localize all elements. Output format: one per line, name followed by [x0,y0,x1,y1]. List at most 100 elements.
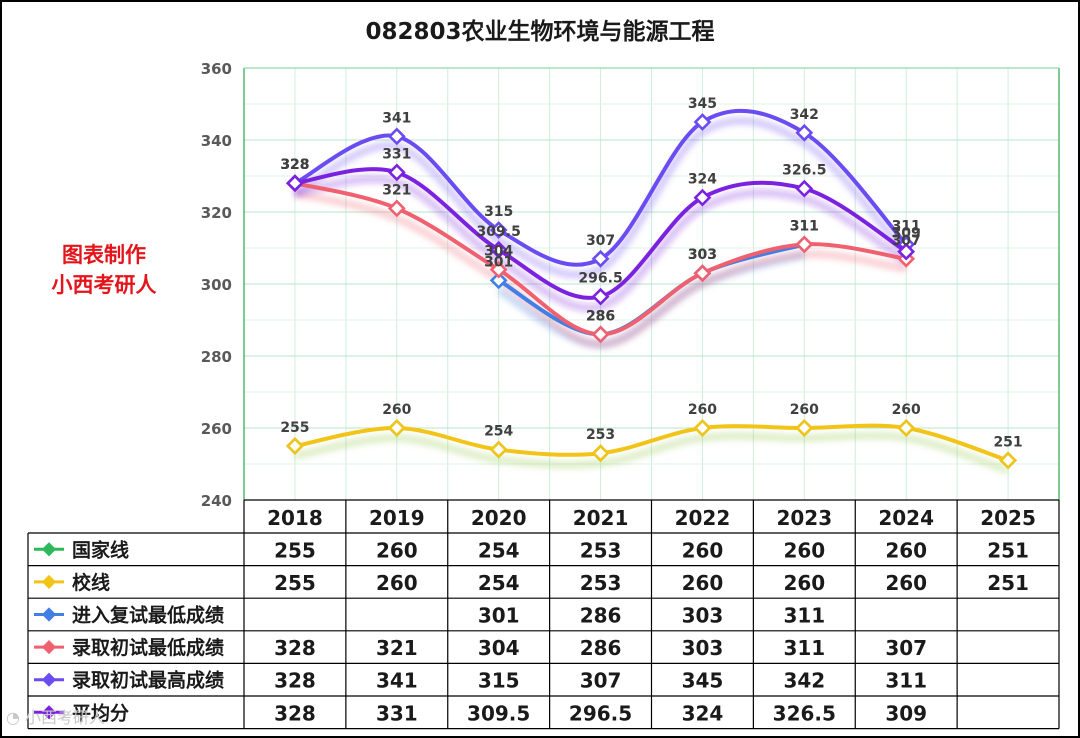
table-cell: 331 [376,701,418,725]
legend-key-marker [41,640,57,655]
data-point-1 [591,444,610,463]
legend-key-marker [41,542,57,557]
legend-key-marker [41,574,57,589]
series-shadows [293,116,1010,475]
table-cell: 311 [783,636,825,660]
series-shadow [294,431,1010,475]
data-label: 326.5 [782,163,826,179]
x-tick-label: 2025 [980,506,1036,530]
data-label: 315 [484,204,513,220]
table-cell: 311 [885,669,927,693]
data-point-1 [693,419,712,437]
series-shadow [293,116,910,279]
data-label: 286 [586,308,615,324]
series-line-1 [292,423,1011,463]
data-point-5 [897,242,916,261]
data-label: 328 [280,157,309,173]
data-point-2 [489,271,508,290]
table-cell: 260 [682,571,724,595]
series-shadow [294,175,909,312]
data-label: 301 [484,254,513,270]
table-cell: 303 [682,604,724,628]
side-note-line1: 图表制作 [62,243,146,267]
data-label: 304 [484,244,513,260]
table-cell: 309.5 [467,701,530,725]
data-point-3 [795,235,814,254]
x-tick-label: 2021 [573,506,629,530]
data-labels: 255 260 254 253 260 260 260 251 301 286 303 311 328 3… [280,96,1022,450]
table-cell: 254 [478,538,520,562]
table-cell: 260 [376,538,418,562]
x-tick-label: 2019 [369,506,425,530]
table-cell: 255 [274,538,316,562]
table-cell: 342 [783,669,825,693]
data-label: 309 [892,226,921,242]
table-cell: 307 [580,669,622,693]
data-label: 341 [382,110,411,126]
data-point-1 [489,440,508,459]
legend-entry: 进入复试最低成绩 [72,604,224,627]
side-note-line2: 小西考研人 [52,273,157,297]
y-tick-label: 360 [201,60,232,78]
data-label: 321 [382,182,411,198]
table-cell: 286 [580,604,622,628]
table-cell: 251 [987,571,1029,595]
table-cell: 311 [783,604,825,628]
x-tick-label: 2023 [776,506,832,530]
data-label: 286 [586,308,615,324]
table-cell: 309 [885,701,927,725]
y-tick-label: 280 [201,348,232,366]
chart-title: 082803农业生物环境与能源工程 [365,18,714,45]
data-point-1 [999,451,1017,470]
data-label: 311 [790,218,819,234]
table-cell: 328 [274,701,316,725]
data-point-3 [387,199,406,218]
data-label: 253 [586,427,615,443]
data-label: 331 [382,146,411,162]
data-point-5 [286,174,304,193]
data-point-3 [489,260,508,279]
data-label: 311 [892,218,921,234]
data-point-4 [387,127,406,146]
table-cell: 326.5 [773,701,836,725]
data-point-4 [795,123,814,142]
x-tick-label: 2024 [878,506,934,530]
data-point-1 [795,419,814,437]
data-point-5 [795,179,814,198]
legend-entry: 国家线 [72,538,129,561]
table-cell: 255 [274,571,316,595]
data-label: 309.5 [477,224,521,240]
table-cell: 307 [885,636,927,660]
table-cell: 260 [682,538,724,562]
legend-entry: 平均分 [72,701,129,724]
data-point-4 [693,113,712,131]
y-tick-label: 300 [201,276,232,294]
series-shadow [293,189,907,349]
data-label: 345 [688,96,717,112]
data-label: 328 [280,157,309,173]
data-point-5 [693,188,712,207]
table-cell: 253 [580,538,622,562]
legend-entry: 录取初试最高成绩 [72,669,224,692]
table-cell: 260 [783,538,825,562]
data-label: 324 [688,172,717,188]
legend-key-marker [41,672,57,687]
y-tick-label: 340 [201,132,232,150]
series-lines [286,108,1017,470]
data-label: 303 [688,247,717,263]
watermark: ◔ 小西考研人 [6,708,106,727]
data-label: 260 [790,402,819,418]
table-cell: 328 [274,636,316,660]
data-table: 2018 2019 2020 2021 2022 2023 2024 2025 国家线 255 26… [27,499,1060,730]
table-cell: 253 [580,571,622,595]
y-tick-label: 240 [201,492,232,510]
side-note: 图表制作 小西考研人 [52,243,157,297]
data-point-3 [693,264,712,283]
data-label: 255 [280,420,309,436]
table-cell: 328 [274,669,316,693]
x-tick-label: 2018 [267,506,323,530]
legend-key-marker [41,607,57,622]
table-cell: 345 [682,669,724,693]
data-label: 328 [280,157,309,173]
